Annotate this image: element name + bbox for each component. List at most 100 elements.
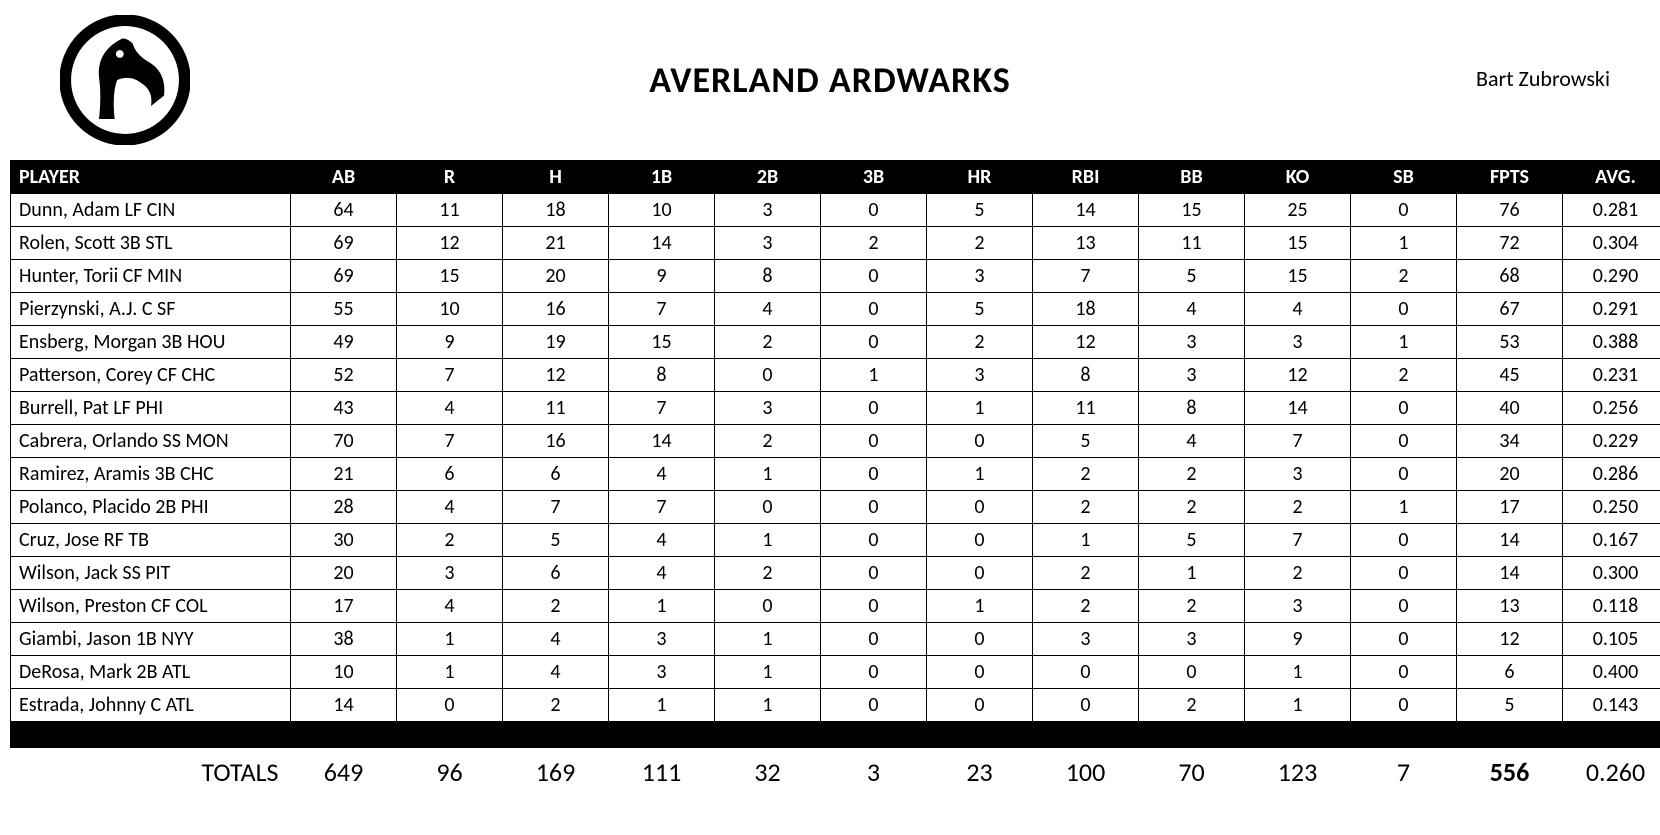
table-row: Hunter, Torii CF MIN691520980375152680.2… <box>11 260 1660 293</box>
stat-cell: 2 <box>1033 590 1139 623</box>
stat-cell: 0 <box>1139 656 1245 689</box>
stat-cell: 16 <box>503 425 609 458</box>
stat-cell: 1 <box>1245 689 1351 722</box>
stat-cell: 0 <box>927 557 1033 590</box>
stat-cell: 0.143 <box>1563 689 1660 722</box>
table-row: Cabrera, Orlando SS MON70716142005470340… <box>11 425 1660 458</box>
stat-cell: 6 <box>397 458 503 491</box>
stat-cell: 3 <box>1245 458 1351 491</box>
totals-row: TOTALS64996169111323231007012375560.260 <box>11 748 1660 793</box>
stat-cell: 1 <box>397 623 503 656</box>
stat-cell: 1 <box>715 689 821 722</box>
table-row: Burrell, Pat LF PHI434117301118140400.25… <box>11 392 1660 425</box>
stat-cell: 0.105 <box>1563 623 1660 656</box>
stat-cell: 14 <box>291 689 397 722</box>
stat-cell: 1 <box>927 392 1033 425</box>
stat-cell: 1 <box>609 689 715 722</box>
totals-label: TOTALS <box>11 748 291 793</box>
stat-cell: 0 <box>1351 293 1457 326</box>
stat-cell: 7 <box>503 491 609 524</box>
stat-cell: 11 <box>1139 227 1245 260</box>
stat-cell: 16 <box>503 293 609 326</box>
stat-cell: 4 <box>715 293 821 326</box>
stat-cell: 0.286 <box>1563 458 1660 491</box>
player-cell: Cabrera, Orlando SS MON <box>11 425 291 458</box>
stat-cell: 0 <box>1351 194 1457 227</box>
stat-cell: 10 <box>291 656 397 689</box>
player-cell: Cruz, Jose RF TB <box>11 524 291 557</box>
stat-cell: 1 <box>1139 557 1245 590</box>
col-2b: 2B <box>715 161 821 194</box>
stat-cell: 8 <box>1033 359 1139 392</box>
stat-cell: 4 <box>609 458 715 491</box>
player-cell: Wilson, Preston CF COL <box>11 590 291 623</box>
col-h: H <box>503 161 609 194</box>
table-head: PLAYERABRH1B2B3BHRRBIBBKOSBFPTSAVG. <box>11 161 1660 194</box>
stat-cell: 7 <box>1245 425 1351 458</box>
stat-cell: 2 <box>927 227 1033 260</box>
stat-cell: 4 <box>503 623 609 656</box>
stat-cell: 11 <box>397 194 503 227</box>
stat-cell: 2 <box>1245 557 1351 590</box>
stat-cell: 69 <box>291 260 397 293</box>
stat-cell: 0 <box>821 260 927 293</box>
stat-cell: 3 <box>1139 359 1245 392</box>
stat-cell: 70 <box>291 425 397 458</box>
stat-cell: 2 <box>927 326 1033 359</box>
stat-cell: 7 <box>609 491 715 524</box>
stat-cell: 13 <box>1033 227 1139 260</box>
player-cell: Ensberg, Morgan 3B HOU <box>11 326 291 359</box>
stat-cell: 3 <box>1139 623 1245 656</box>
stat-cell: 11 <box>1033 392 1139 425</box>
stat-cell: 2 <box>1033 491 1139 524</box>
stat-cell: 5 <box>503 524 609 557</box>
table-row: Dunn, Adam LF CIN641118103051415250760.2… <box>11 194 1660 227</box>
stat-cell: 0.231 <box>1563 359 1660 392</box>
table-row: Ramirez, Aramis 3B CHC216641012230200.28… <box>11 458 1660 491</box>
player-cell: Giambi, Jason 1B NYY <box>11 623 291 656</box>
table-row: Polanco, Placido 2B PHI284770002221170.2… <box>11 491 1660 524</box>
table-row: Estrada, Johnny C ATL14021100021050.143 <box>11 689 1660 722</box>
stat-cell: 67 <box>1457 293 1563 326</box>
team-title: AVERLAND ARDWARKS <box>649 58 1011 102</box>
spacer-row <box>11 722 1660 748</box>
stat-cell: 14 <box>1033 194 1139 227</box>
stat-cell: 14 <box>1245 392 1351 425</box>
stat-cell: 0 <box>821 491 927 524</box>
table-row: Ensberg, Morgan 3B HOU499191520212331530… <box>11 326 1660 359</box>
stat-cell: 0 <box>1351 458 1457 491</box>
stat-cell: 43 <box>291 392 397 425</box>
stat-cell: 13 <box>1457 590 1563 623</box>
stat-cell: 2 <box>503 689 609 722</box>
stat-cell: 0 <box>821 623 927 656</box>
stat-cell: 3 <box>609 623 715 656</box>
stat-cell: 9 <box>609 260 715 293</box>
stat-cell: 5 <box>1457 689 1563 722</box>
stat-cell: 8 <box>715 260 821 293</box>
stat-cell: 0 <box>821 326 927 359</box>
stat-cell: 2 <box>821 227 927 260</box>
stat-cell: 2 <box>397 524 503 557</box>
stat-cell: 0 <box>821 656 927 689</box>
stat-cell: 3 <box>715 227 821 260</box>
stat-cell: 0 <box>821 557 927 590</box>
stat-cell: 0 <box>1351 656 1457 689</box>
stat-cell: 3 <box>1033 623 1139 656</box>
stat-cell: 0.167 <box>1563 524 1660 557</box>
stat-cell: 10 <box>609 194 715 227</box>
stat-cell: 15 <box>1245 227 1351 260</box>
totals-cell: 32 <box>715 748 821 793</box>
col-hr: HR <box>927 161 1033 194</box>
totals-cell: 0.260 <box>1563 748 1660 793</box>
stat-cell: 2 <box>1139 491 1245 524</box>
stat-cell: 0.290 <box>1563 260 1660 293</box>
stat-cell: 9 <box>397 326 503 359</box>
stat-cell: 55 <box>291 293 397 326</box>
stat-cell: 2 <box>1139 458 1245 491</box>
totals-cell: 556 <box>1457 748 1563 793</box>
stat-cell: 4 <box>1139 425 1245 458</box>
col-fpts: FPTS <box>1457 161 1563 194</box>
stat-cell: 20 <box>503 260 609 293</box>
totals-cell: 70 <box>1139 748 1245 793</box>
stat-cell: 5 <box>927 293 1033 326</box>
